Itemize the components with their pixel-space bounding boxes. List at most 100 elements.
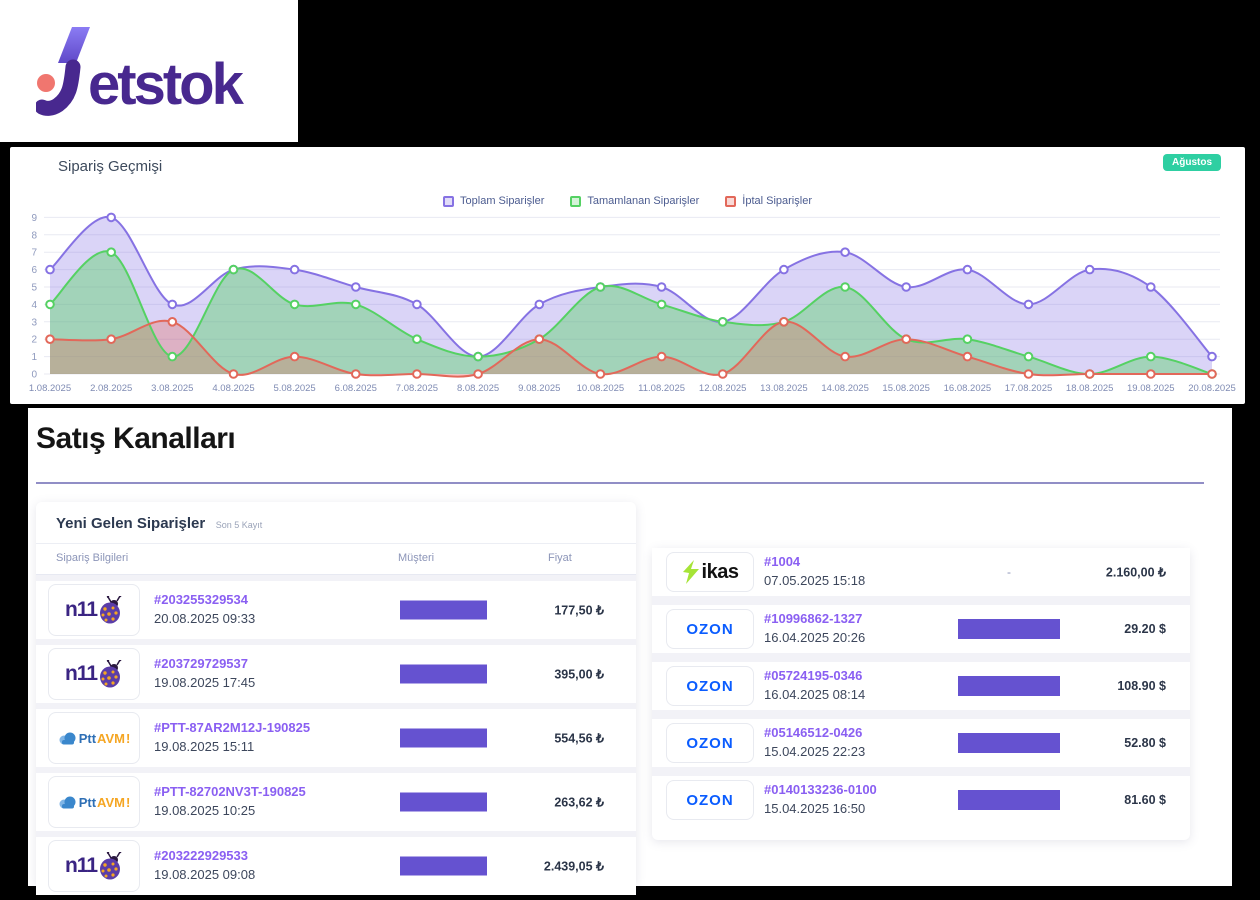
data-point[interactable] <box>1146 369 1156 379</box>
order-number-link[interactable]: #05724195-0346 <box>764 668 863 683</box>
data-point[interactable] <box>656 351 667 362</box>
order-date: 16.04.2025 08:14 <box>764 687 866 702</box>
data-point[interactable] <box>840 247 850 258</box>
data-point[interactable] <box>473 369 483 379</box>
data-point[interactable] <box>351 369 361 379</box>
data-point[interactable] <box>656 299 667 310</box>
order-row: n11 #203222929533 19.08.2025 09:08 2.439,05… <box>36 831 636 895</box>
data-point[interactable] <box>1023 369 1034 379</box>
order-number-link[interactable]: #203255329534 <box>154 592 248 607</box>
data-point[interactable] <box>45 299 55 310</box>
data-point[interactable] <box>1207 369 1217 379</box>
data-point[interactable] <box>351 299 361 310</box>
order-number-link[interactable]: #05146512-0426 <box>764 725 863 740</box>
data-point[interactable] <box>962 264 973 275</box>
data-point[interactable] <box>1084 264 1095 275</box>
order-number-link[interactable]: #PTT-82702NV3T-190825 <box>154 784 306 799</box>
data-point[interactable] <box>534 299 545 310</box>
order-date: 15.04.2025 22:23 <box>764 744 866 759</box>
data-point[interactable] <box>1207 351 1217 362</box>
data-point[interactable] <box>962 351 973 362</box>
col-order-info: Sipariş Bilgileri <box>56 552 129 564</box>
data-point[interactable] <box>779 264 789 275</box>
customer-cell <box>400 792 490 812</box>
data-point[interactable] <box>840 351 850 362</box>
legend-swatch-icon <box>570 195 582 207</box>
legend-swatch-icon <box>725 195 737 207</box>
order-number-link[interactable]: #203729729537 <box>154 656 248 671</box>
data-point[interactable] <box>717 369 728 379</box>
data-point[interactable] <box>351 282 361 292</box>
legend-item-0[interactable]: Toplam Siparişler <box>443 195 544 207</box>
legend-item-1[interactable]: Tamamlanan Siparişler <box>570 195 699 207</box>
data-point[interactable] <box>167 351 178 362</box>
data-point[interactable] <box>167 317 178 327</box>
data-point[interactable] <box>106 247 116 258</box>
data-point[interactable] <box>45 334 55 344</box>
customer-cell <box>400 728 490 748</box>
data-point[interactable] <box>901 282 912 292</box>
order-number-link[interactable]: #1004 <box>764 554 801 569</box>
data-point[interactable] <box>595 369 606 379</box>
data-point[interactable] <box>656 282 667 292</box>
brand-wordmark: etstok <box>88 51 244 117</box>
data-point[interactable] <box>289 351 300 362</box>
order-date: 16.04.2025 20:26 <box>764 630 866 645</box>
data-point[interactable] <box>412 369 422 379</box>
data-point[interactable] <box>289 299 300 310</box>
order-row: n11 #203255329534 20.08.2025 09:33 177,50 ₺ <box>36 575 636 639</box>
order-date: 19.08.2025 09:08 <box>154 867 256 882</box>
customer-empty-dash: - <box>1007 565 1011 579</box>
customer-cell <box>400 600 490 620</box>
order-price: 177,50 ₺ <box>554 603 604 618</box>
data-point[interactable] <box>412 334 422 344</box>
data-point[interactable] <box>45 264 55 275</box>
data-point[interactable] <box>106 212 116 223</box>
data-point[interactable] <box>534 334 545 344</box>
order-date: 19.08.2025 17:45 <box>154 675 256 690</box>
order-number-link[interactable]: #10996862-1327 <box>764 611 863 626</box>
order-row: n11 #203729729537 19.08.2025 17:45 395,00 ₺ <box>36 639 636 703</box>
card-title: Yeni Gelen Siparişler <box>56 515 206 532</box>
month-filter-badge[interactable]: Ağustos <box>1163 154 1221 171</box>
order-info: #203255329534 20.08.2025 09:33 <box>154 592 255 628</box>
order-number-link[interactable]: #PTT-87AR2M12J-190825 <box>154 720 311 735</box>
x-tick-label: 20.08.2025 <box>1188 383 1236 394</box>
data-point[interactable] <box>228 264 239 275</box>
data-point[interactable] <box>962 334 973 344</box>
data-point[interactable] <box>167 299 178 310</box>
order-info: #PTT-82702NV3T-190825 19.08.2025 10:25 <box>154 784 306 820</box>
data-point[interactable] <box>840 282 850 292</box>
order-price: 2.439,05 ₺ <box>543 859 604 874</box>
y-tick-label: 1 <box>31 352 37 363</box>
data-point[interactable] <box>1084 369 1095 379</box>
ozon-logo: OZON <box>686 620 734 638</box>
x-tick-label: 3.08.2025 <box>151 383 193 394</box>
data-point[interactable] <box>1023 299 1034 310</box>
table-column-headers: Sipariş Bilgileri Müşteri Fiyat <box>36 544 636 575</box>
data-point[interactable] <box>412 299 422 310</box>
ladybug-icon <box>100 852 122 880</box>
data-point[interactable] <box>901 334 912 344</box>
customer-cell <box>958 676 1060 696</box>
data-point[interactable] <box>473 351 483 362</box>
data-point[interactable] <box>595 282 606 292</box>
data-point[interactable] <box>289 264 300 275</box>
data-point[interactable] <box>228 369 239 379</box>
data-point[interactable] <box>1146 282 1156 292</box>
order-info: #1004 07.05.2025 15:18 <box>764 554 865 590</box>
jetstok-dot-icon <box>37 74 55 92</box>
order-number-link[interactable]: #0140133236-0100 <box>764 782 877 797</box>
order-number-link[interactable]: #203222929533 <box>154 848 248 863</box>
n11-logo: n11 <box>65 852 123 880</box>
x-tick-label: 19.08.2025 <box>1127 383 1175 394</box>
legend-item-2[interactable]: İptal Siparişler <box>725 195 812 207</box>
data-point[interactable] <box>779 317 789 327</box>
data-point[interactable] <box>1023 351 1034 362</box>
data-point[interactable] <box>717 317 728 327</box>
chart-canvas: 0 1 2 3 4 5 6 7 8 9 1.08.2025 2.08.2025 3.08.2025 4.0… <box>29 212 1236 394</box>
channel-logo-box: n11 <box>48 840 140 892</box>
x-tick-label: 4.08.2025 <box>212 383 254 394</box>
data-point[interactable] <box>1146 351 1156 362</box>
data-point[interactable] <box>106 334 116 344</box>
